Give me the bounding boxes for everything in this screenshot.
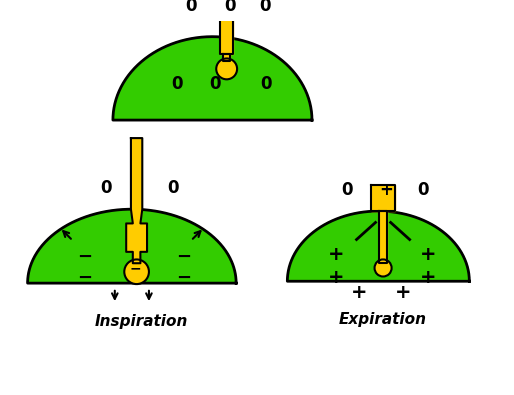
Text: −: − [176,269,192,288]
Text: −: − [176,248,192,265]
Text: 0: 0 [172,75,183,93]
Circle shape [375,260,392,276]
Text: −: − [130,261,141,275]
Text: 0: 0 [261,75,272,93]
Text: 0: 0 [259,0,270,15]
Polygon shape [126,138,147,263]
Polygon shape [371,184,395,211]
Text: −: − [77,248,92,265]
Text: Inspiration: Inspiration [95,314,188,329]
Text: 0: 0 [101,179,112,198]
Polygon shape [224,54,230,61]
Polygon shape [220,0,233,54]
Text: 0: 0 [167,179,178,198]
Text: +: + [395,283,411,302]
Text: +: + [351,283,368,302]
Text: −: − [77,269,92,288]
Polygon shape [287,211,469,281]
Text: +: + [419,268,436,287]
Circle shape [124,260,149,284]
Text: 0: 0 [341,181,353,199]
Text: Expiration: Expiration [339,312,427,327]
Text: +: + [379,181,393,199]
Text: 0: 0 [210,75,221,93]
Text: 0: 0 [185,0,196,15]
Text: 0: 0 [417,181,429,199]
Text: +: + [327,268,344,287]
Polygon shape [379,211,387,263]
Text: +: + [419,245,436,264]
Polygon shape [28,209,236,283]
Polygon shape [113,37,312,120]
Text: 0: 0 [224,0,235,15]
Circle shape [216,58,237,79]
Text: +: + [327,245,344,264]
